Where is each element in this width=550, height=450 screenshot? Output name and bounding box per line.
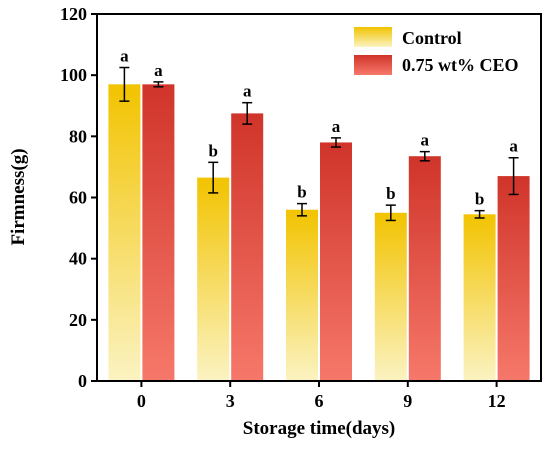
y-axis-ticks: 0 20 40 60 80 100 120 xyxy=(60,4,97,391)
significance-labels-layer: a a b a b a b a b a xyxy=(120,47,518,209)
error-bar-control-9 xyxy=(385,204,396,222)
legend: Control 0.75 wt% CEO xyxy=(354,27,519,75)
significance-label-ceo-9: a xyxy=(421,131,430,150)
y-tick-label-20: 20 xyxy=(69,310,87,330)
bar-control-6 xyxy=(286,209,318,381)
bar-ceo-9 xyxy=(408,156,441,381)
y-tick-label-0: 0 xyxy=(78,371,87,391)
significance-label-control-6: b xyxy=(297,183,306,202)
x-tick-label-3: 3 xyxy=(226,391,235,411)
bar-ceo-6 xyxy=(320,142,352,381)
y-tick-label-100: 100 xyxy=(60,65,87,85)
error-bar-control-6 xyxy=(297,202,307,217)
error-bar-ceo-12 xyxy=(508,156,519,196)
significance-label-control-12: b xyxy=(475,190,484,209)
error-bar-ceo-0 xyxy=(153,81,164,88)
bar-control-0 xyxy=(108,84,141,381)
x-tick-label-9: 9 xyxy=(403,391,412,411)
significance-label-ceo-12: a xyxy=(509,137,518,156)
x-tick-label-6: 6 xyxy=(315,391,324,411)
error-bar-control-3 xyxy=(208,161,219,194)
y-tick-label-40: 40 xyxy=(69,249,87,269)
bar-control-3 xyxy=(197,177,230,381)
significance-label-control-9: b xyxy=(386,184,395,203)
significance-label-ceo-0: a xyxy=(154,61,163,80)
significance-label-control-3: b xyxy=(208,141,217,160)
legend-swatch-ceo xyxy=(354,55,392,75)
error-bars-layer xyxy=(119,66,519,222)
bar-ceo-12 xyxy=(497,176,530,381)
bar-control-9 xyxy=(374,212,407,381)
bar-control-12 xyxy=(463,214,496,381)
x-axis-ticks: 0 3 6 9 12 xyxy=(137,381,506,411)
error-bar-ceo-9 xyxy=(419,150,430,162)
y-tick-label-80: 80 xyxy=(69,126,87,146)
significance-label-ceo-3: a xyxy=(243,82,252,101)
legend-label-ceo: 0.75 wt% CEO xyxy=(402,55,519,75)
bars-layer xyxy=(108,84,530,381)
y-tick-label-60: 60 xyxy=(69,188,87,208)
error-bar-control-0 xyxy=(119,66,130,102)
error-bar-control-12 xyxy=(474,209,485,219)
y-tick-label-120: 120 xyxy=(60,4,87,24)
error-bar-ceo-3 xyxy=(242,101,253,125)
x-tick-label-0: 0 xyxy=(137,391,146,411)
significance-label-ceo-6: a xyxy=(332,117,341,136)
legend-label-control: Control xyxy=(402,28,462,48)
x-axis-title: Storage time(days) xyxy=(243,418,396,439)
bar-ceo-3 xyxy=(231,113,264,381)
x-tick-label-12: 12 xyxy=(488,391,506,411)
significance-label-control-0: a xyxy=(120,47,129,66)
legend-swatch-control xyxy=(354,27,392,47)
y-axis-title: Firmness(g) xyxy=(8,148,29,245)
bar-ceo-0 xyxy=(142,84,175,381)
error-bar-ceo-6 xyxy=(331,137,341,148)
